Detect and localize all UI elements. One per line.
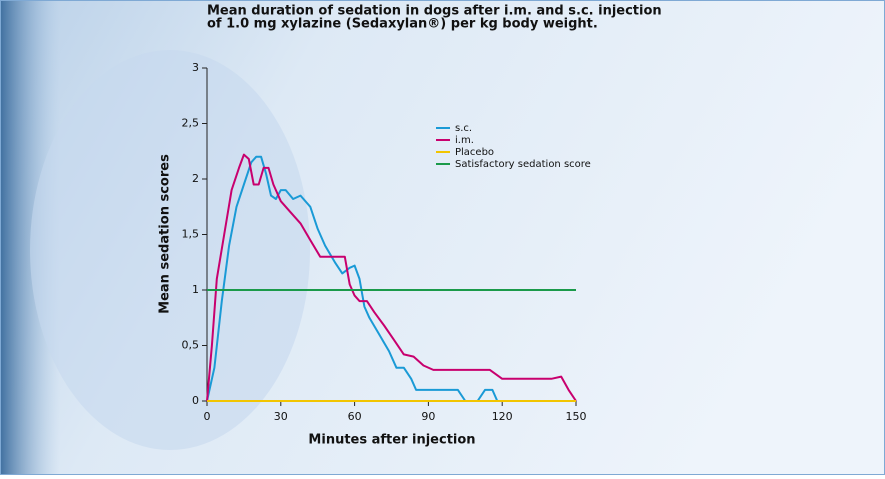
y-tick-label: 0,5 <box>182 339 200 352</box>
x-tick-label: 150 <box>566 410 587 423</box>
y-tick-label: 2,5 <box>182 117 200 130</box>
y-tick-label: 0 <box>192 394 199 407</box>
y-tick-label: 1,5 <box>182 228 200 241</box>
legend-label: Placebo <box>455 147 494 158</box>
legend-label: i.m. <box>455 135 474 146</box>
x-tick-label: 60 <box>348 410 362 423</box>
chart-title: of 1.0 mg xylazine (Sedaxylan®) per kg b… <box>207 17 598 32</box>
legend-label: Satisfactory sedation score <box>455 159 591 170</box>
x-tick-label: 0 <box>204 410 211 423</box>
x-tick-label: 30 <box>274 410 288 423</box>
y-tick-label: 2 <box>192 172 199 185</box>
x-tick-label: 120 <box>492 410 513 423</box>
x-axis-label: Minutes after injection <box>308 433 475 448</box>
y-tick-label: 1 <box>192 283 199 296</box>
y-axis-label: Mean sedation scores <box>158 154 173 314</box>
chart: Mean duration of sedation in dogs after … <box>0 0 885 475</box>
x-tick-label: 90 <box>421 410 435 423</box>
legend-label: s.c. <box>455 123 472 134</box>
y-tick-label: 3 <box>192 61 199 74</box>
